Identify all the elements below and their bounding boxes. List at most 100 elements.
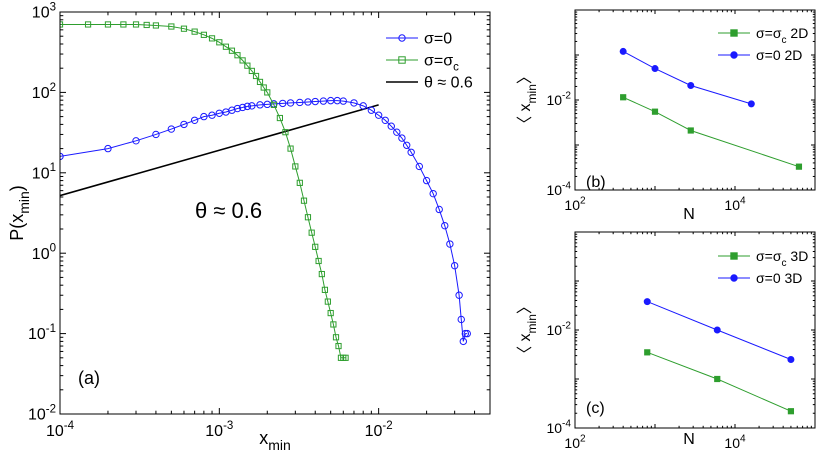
legend-marker (730, 252, 738, 260)
y-tick-exp: 3 (50, 1, 56, 13)
y-axis-label-main: P(x (7, 214, 27, 241)
x-tick-label: 10-4 (46, 420, 75, 440)
legend-label: σ=σc 2D (756, 25, 808, 46)
y-tick-exp: -4 (562, 181, 571, 192)
data-point (300, 197, 308, 204)
x-tick-exp: 2 (580, 434, 586, 445)
y-axis-label: 〈 xmin〉 (517, 68, 539, 132)
y-tick-label: 103 (32, 1, 56, 21)
y-tick-exp: -2 (562, 91, 571, 102)
y-tick-exp: 0 (50, 243, 56, 255)
data-point (311, 97, 319, 106)
data-point (152, 22, 160, 29)
data-point (714, 375, 721, 383)
y-axis-label-sub: min (16, 191, 32, 214)
panel-b-frame (574, 9, 816, 191)
y-tick-label: 101 (32, 162, 56, 182)
data-point (787, 408, 795, 415)
data-point (270, 101, 277, 108)
x-tick-exp: -4 (64, 420, 75, 432)
data-point (415, 162, 424, 171)
data-point (422, 176, 431, 185)
panel-label: (b) (586, 174, 606, 191)
x-axis-label: xmin (259, 428, 291, 453)
data-point (200, 112, 208, 121)
legend-label-main: σ=σ (756, 25, 782, 41)
x-axis-label-main: N (683, 431, 695, 448)
data-point (441, 221, 449, 230)
data-point (239, 57, 246, 64)
data-point (260, 84, 267, 91)
series-c-1 (643, 298, 795, 364)
data-point (644, 349, 651, 356)
data-point (620, 94, 627, 101)
legend: σ=σc 3Dσ=0 3D (718, 248, 808, 286)
fit-annotation: θ ≈ 0.6 (195, 198, 262, 223)
x-tick-exp: -3 (223, 420, 233, 432)
data-point (304, 98, 312, 106)
data-point (216, 39, 223, 46)
legend-label: σ=σc 3D (756, 248, 808, 269)
data-point (264, 89, 271, 96)
series-c-0 (644, 349, 795, 415)
data-point (233, 104, 242, 113)
data-point (367, 106, 376, 114)
data-point (296, 179, 303, 186)
y-axis-label-main: 〈 x (517, 333, 534, 361)
data-point (402, 141, 411, 149)
y-tick-label: 100 (32, 243, 56, 263)
data-point (256, 101, 264, 109)
y-tick-label: 10-2 (546, 321, 571, 338)
legend-label-sub: c (781, 258, 786, 269)
series-line (622, 96, 800, 168)
x-axis-label-sub: min (268, 437, 291, 453)
data-point (180, 25, 188, 32)
series-a-0 (60, 96, 471, 346)
data-point (104, 21, 112, 28)
fit-line (60, 104, 379, 197)
y-tick-label: 10-2 (546, 91, 571, 108)
panel-a-ticks (59, 12, 491, 415)
data-point (104, 144, 112, 153)
data-point (398, 134, 406, 142)
y-tick-label: 10-4 (546, 419, 571, 436)
series-b-0 (620, 94, 803, 170)
y-axis-label-sub: min (525, 314, 539, 333)
y-axis-label-close: 〉 (517, 68, 534, 84)
data-point (327, 309, 334, 317)
x-tick-base: 10 (724, 435, 740, 451)
y-axis-label-close: 〉 (517, 298, 534, 314)
x-tick-base: 10 (365, 423, 383, 440)
panel-label: (c) (586, 400, 605, 417)
data-point (335, 342, 342, 350)
x-tick-exp: 4 (740, 434, 746, 445)
data-point (279, 99, 287, 108)
data-point (319, 97, 328, 105)
data-point (324, 298, 331, 305)
legend-label-suffix: 3D (787, 248, 809, 264)
data-point (252, 72, 260, 80)
y-axis-label: 〈 xmin〉 (517, 298, 539, 362)
x-axis-label-main: x (259, 428, 268, 448)
data-point (208, 111, 216, 119)
legend-label-sub: c (781, 35, 786, 46)
x-tick-label: 104 (724, 196, 746, 213)
data-point (304, 214, 312, 221)
data-point (619, 47, 627, 55)
y-tick-base: 10 (28, 326, 46, 343)
data-point (747, 100, 755, 108)
legend-marker (398, 34, 406, 42)
data-point (296, 98, 304, 107)
y-tick-label: 102 (32, 82, 56, 102)
legend-label-main: σ=0 (424, 31, 452, 48)
data-point (286, 99, 295, 107)
x-axis-label: N (683, 206, 695, 223)
y-tick-base: 10 (546, 420, 562, 436)
data-point (208, 35, 216, 42)
y-tick-label: 10-2 (28, 403, 56, 423)
data-point (292, 163, 299, 170)
data-point (459, 337, 468, 346)
data-point (190, 116, 199, 124)
